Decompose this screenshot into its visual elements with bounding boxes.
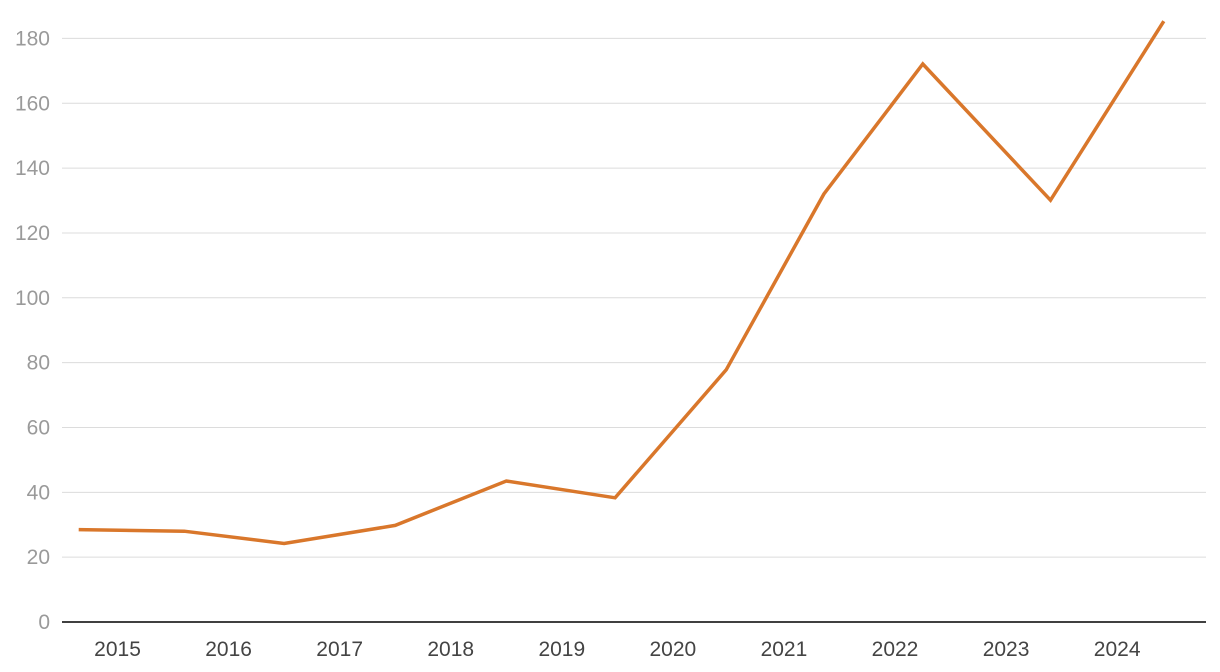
x-tick-label: 2024 [1094,638,1141,661]
y-tick-label: 0 [38,611,50,634]
series-group [78,20,1166,546]
y-tick-label: 80 [27,352,50,375]
y-tick-label: 40 [27,481,50,504]
y-tick-label: 20 [27,546,50,569]
x-tick-label: 2015 [94,638,141,661]
x-tick-label: 2018 [427,638,474,661]
x-axis-tick-labels: 2015 2016 2017 2018 2019 2020 2021 2022 2023 2024 [94,638,1141,661]
y-tick-label: 160 [15,92,50,115]
y-tick-label: 120 [15,222,50,245]
x-tick-label: 2019 [538,638,585,661]
x-tick-label: 2016 [205,638,252,661]
x-tick-label: 2023 [983,638,1030,661]
y-tick-label: 140 [15,157,50,180]
x-tick-label: 2021 [761,638,808,661]
x-tick-label: 2022 [872,638,919,661]
x-tick-label: 2020 [650,638,697,661]
y-tick-label: 100 [15,287,50,310]
y-tick-label: 180 [15,27,50,50]
series-line-0 [78,20,1166,546]
gridlines [62,37,1206,558]
y-tick-label: 60 [27,416,50,439]
y-axis-tick-labels: 0 20 40 60 80 100 120 140 160 180 [15,27,50,634]
x-tick-label: 2017 [316,638,363,661]
